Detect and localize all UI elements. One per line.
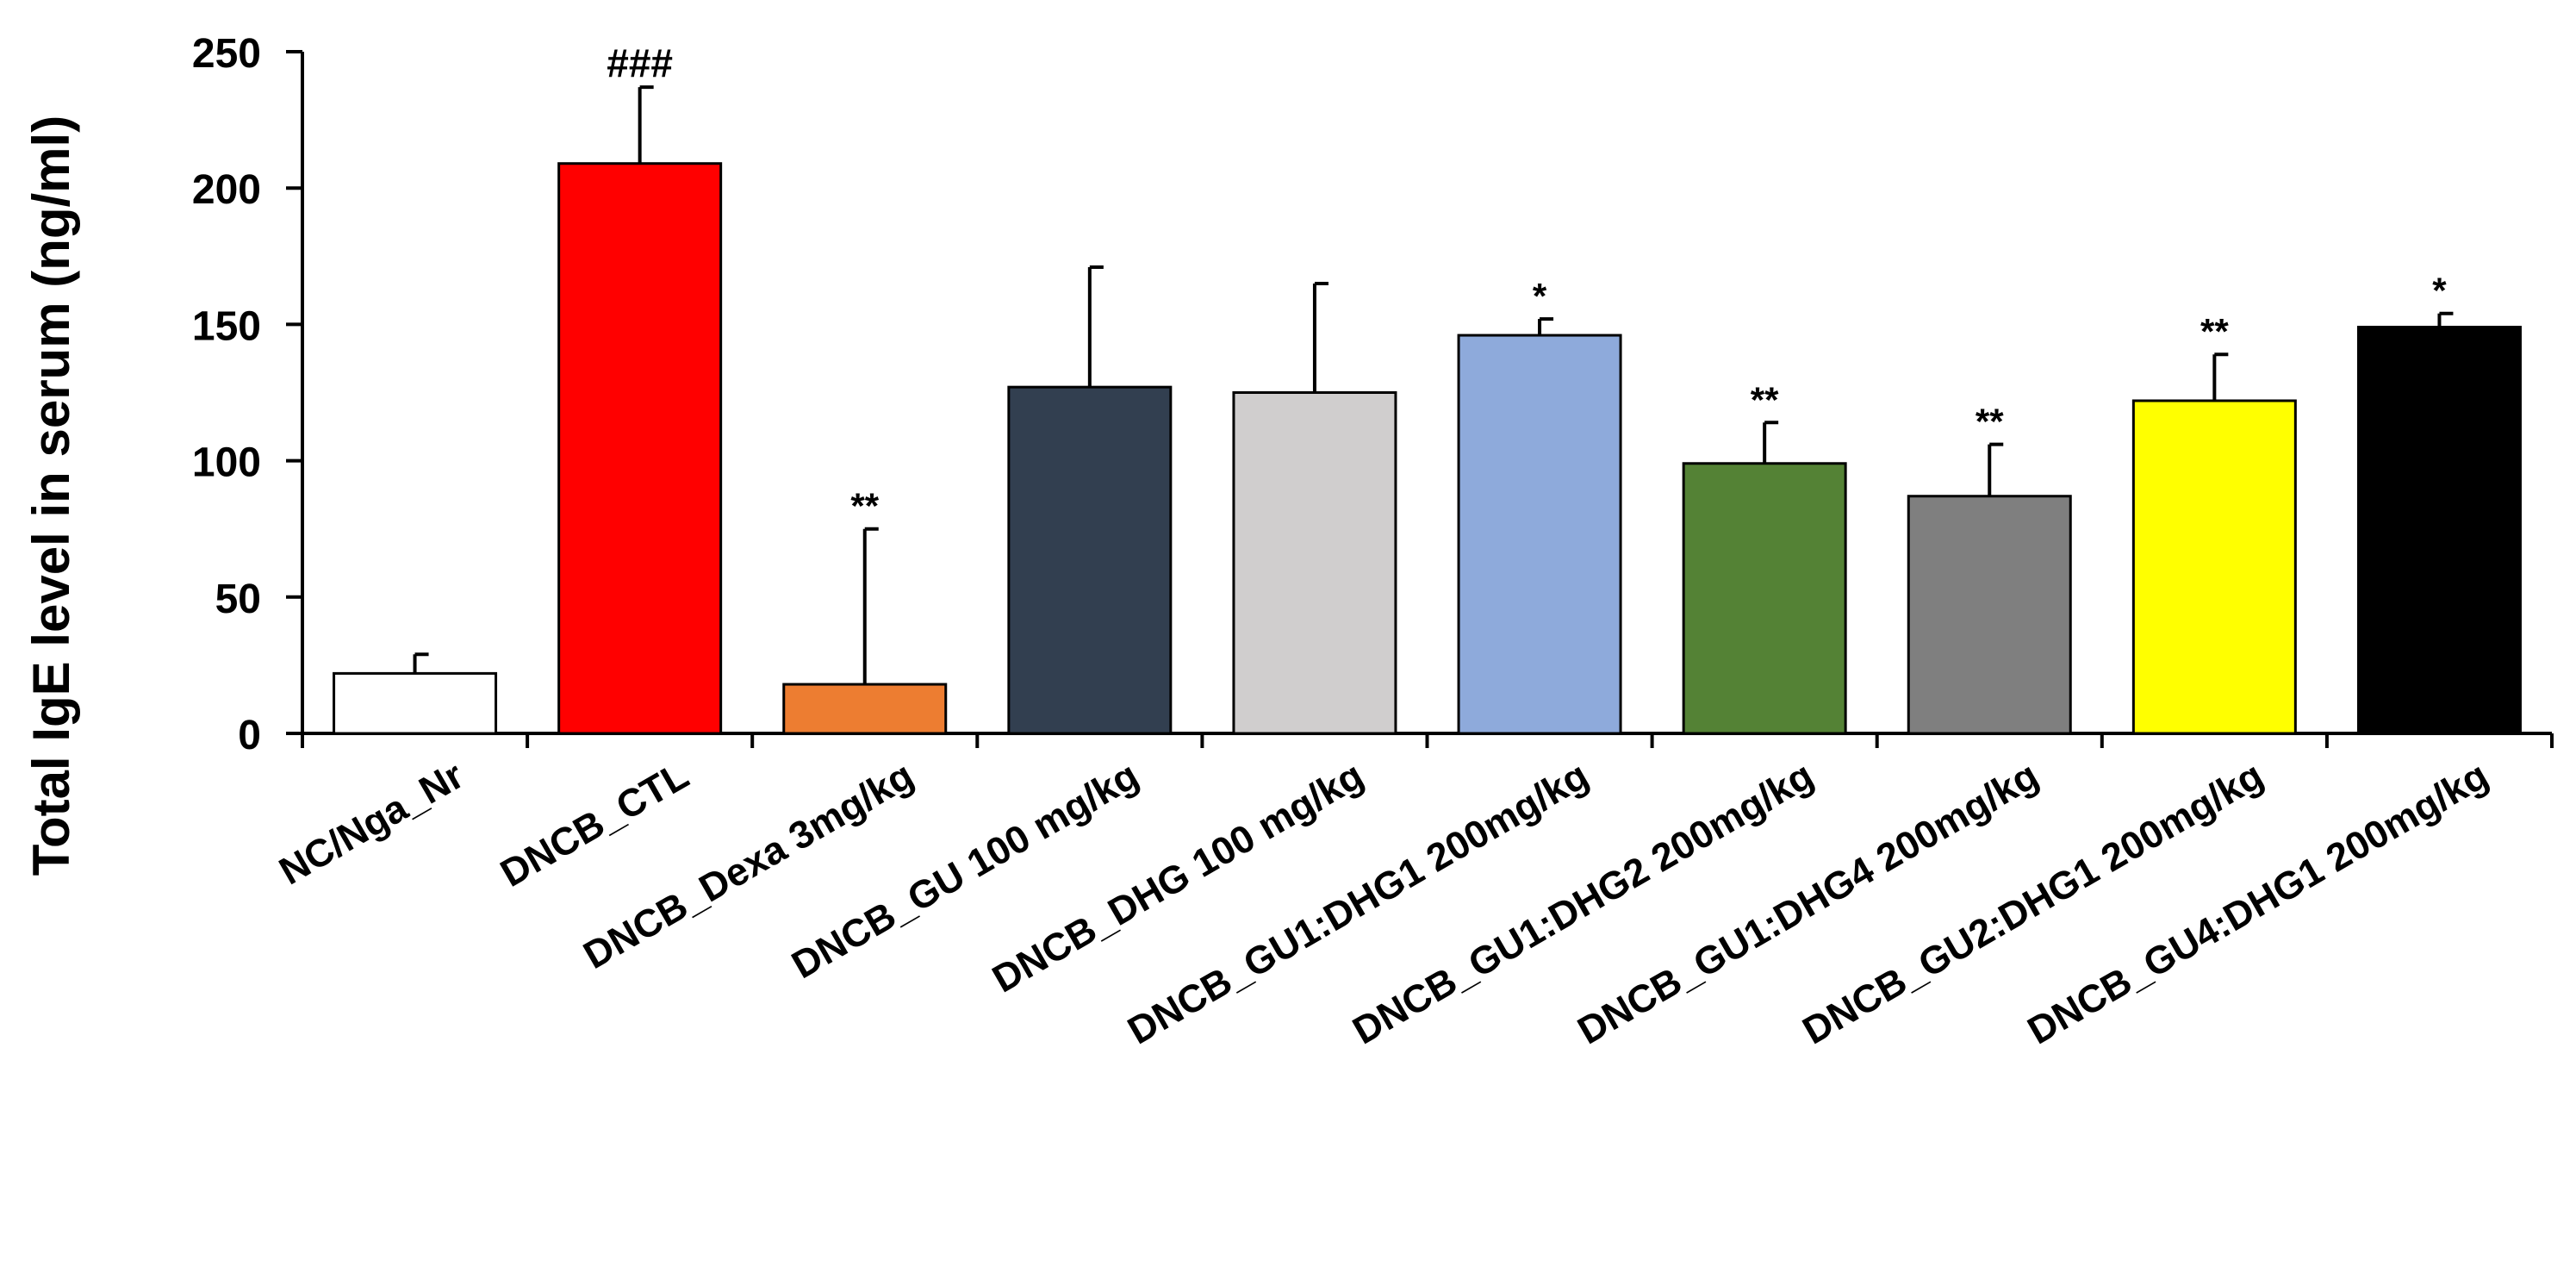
significance-labels: ###********** [607, 41, 2447, 527]
bar [333, 671, 498, 735]
significance-label: ** [2200, 311, 2229, 352]
bar [1232, 391, 1397, 735]
error-bars [413, 85, 2454, 685]
y-tick-label: 200 [192, 167, 261, 213]
y-axis-title: Total IgE level in serum (ng/ml) [22, 115, 80, 876]
y-tick-label: 250 [192, 31, 261, 77]
significance-label: ** [850, 486, 879, 527]
significance-label: * [2432, 271, 2447, 311]
bar [2356, 326, 2522, 735]
y-ticks: 0 50 100 150 200 250 [192, 31, 302, 758]
significance-label: ** [1751, 379, 1779, 420]
bar [782, 683, 948, 735]
significance-label: * [1533, 276, 1547, 316]
bar [1682, 462, 1847, 735]
bar [1907, 495, 2072, 735]
bar [557, 162, 723, 735]
x-tick-label: DNCB_CTL [493, 752, 696, 895]
x-tick-label: NC/Nga_Nr [271, 752, 470, 893]
bars [333, 162, 2522, 735]
y-tick-label: 50 [215, 577, 261, 622]
significance-label: ### [607, 41, 673, 85]
x-tick-label: DNCB_DHG 100 mg/kg [985, 752, 1371, 1001]
y-tick-label: 0 [238, 713, 261, 758]
y-axis-title-group: Total IgE level in serum (ng/ml) [22, 115, 80, 876]
y-tick-label: 150 [192, 303, 261, 349]
bar [1007, 385, 1173, 735]
bar [2131, 399, 2297, 735]
significance-label: ** [1976, 402, 2004, 442]
bar [1457, 334, 1622, 735]
y-tick-label: 100 [192, 440, 261, 486]
